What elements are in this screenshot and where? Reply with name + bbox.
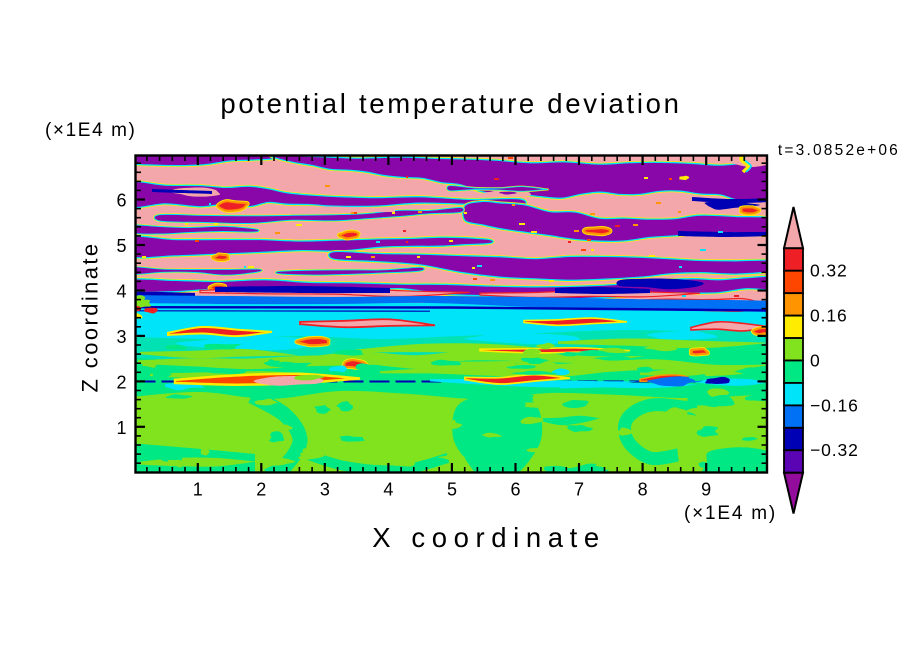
svg-text:potential temperature deviat: potential temperature deviation: [220, 88, 681, 119]
svg-text:−0.32: −0.32: [810, 440, 859, 460]
svg-text:X coordinate: X coordinate: [372, 522, 606, 553]
svg-text:(×1E4 m): (×1E4 m): [684, 503, 777, 524]
svg-text:0.32: 0.32: [810, 261, 848, 281]
svg-text:−0.16: −0.16: [810, 395, 859, 415]
svg-text:4: 4: [383, 480, 393, 500]
svg-text:2: 2: [116, 372, 126, 392]
svg-text:3: 3: [320, 480, 330, 500]
svg-text:2: 2: [256, 480, 266, 500]
svg-text:1: 1: [193, 480, 203, 500]
svg-text:0: 0: [810, 351, 821, 371]
svg-text:3: 3: [116, 327, 126, 347]
svg-text:9: 9: [701, 480, 711, 500]
svg-text:1: 1: [116, 418, 126, 438]
svg-text:4: 4: [116, 281, 126, 301]
svg-text:(×1E4 m): (×1E4 m): [45, 120, 136, 141]
svg-text:6: 6: [116, 191, 126, 211]
svg-text:0.16: 0.16: [810, 306, 848, 326]
svg-text:5: 5: [447, 480, 457, 500]
svg-text:5: 5: [116, 236, 126, 256]
svg-text:6: 6: [510, 480, 520, 500]
svg-text:8: 8: [638, 480, 648, 500]
svg-text:Z coordinate: Z coordinate: [78, 241, 103, 392]
svg-text:t=3.0852e+06: t=3.0852e+06: [778, 142, 900, 159]
svg-text:7: 7: [574, 480, 584, 500]
